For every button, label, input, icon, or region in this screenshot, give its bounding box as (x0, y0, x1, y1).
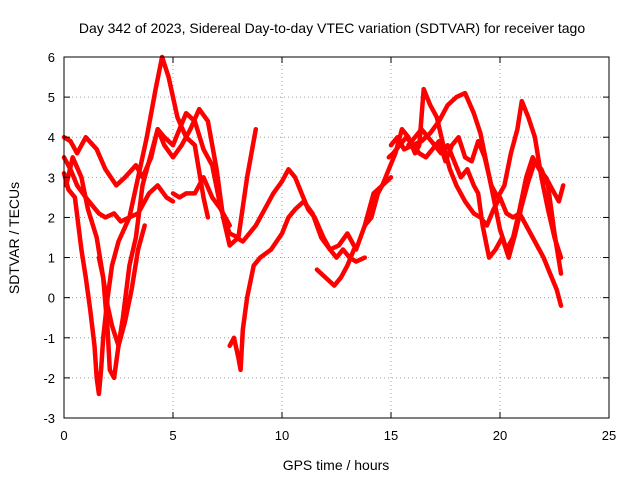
x-tick-label: 20 (493, 428, 507, 443)
y-tick-label: -3 (43, 411, 55, 426)
y-axis-label: SDTVAR / TECUs (6, 182, 22, 294)
series-prn-m (386, 98, 564, 260)
chart-title: Day 342 of 2023, Sidereal Day-to-day VTE… (79, 20, 586, 36)
x-tick-label: 0 (60, 428, 67, 443)
x-tick-label: 15 (384, 428, 398, 443)
x-tick-label: 5 (169, 428, 176, 443)
series-prn-i (314, 247, 357, 288)
series-prn-d (63, 106, 241, 381)
y-tick-label: -2 (43, 371, 55, 386)
series-prn-e (96, 223, 147, 349)
data-series (61, 54, 566, 397)
plot-frame (63, 56, 610, 419)
series-prn-h (233, 167, 368, 264)
series-prn-k (388, 90, 566, 252)
y-tick-label: 0 (48, 291, 55, 306)
x-tick-label: 25 (602, 428, 616, 443)
y-tick-label: -1 (43, 331, 55, 346)
series-prn-c (61, 54, 211, 397)
x-tick-label: 10 (275, 428, 289, 443)
series-prn-g (227, 175, 394, 373)
series-prn-a (61, 155, 176, 224)
x-axis-label: GPS time / hours (283, 457, 390, 473)
y-tick-label: 3 (48, 170, 55, 185)
y-tick-label: 5 (48, 90, 55, 105)
axis-ticks: 0 5 10 15 20 25 -3 -2 -1 0 1 2 3 4 5 6 (43, 50, 616, 443)
series-prn-f (170, 126, 259, 240)
y-tick-label: 1 (48, 251, 55, 266)
y-tick-label: 6 (48, 50, 55, 65)
y-tick-label: 2 (48, 210, 55, 225)
y-tick-label: 4 (48, 130, 55, 145)
